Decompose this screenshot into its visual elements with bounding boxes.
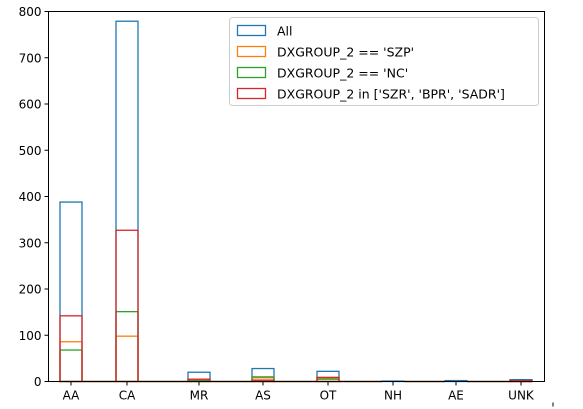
bar [115, 229, 139, 383]
x-tick-label: NH [384, 389, 402, 403]
bar [59, 315, 83, 383]
legend-box [229, 17, 539, 106]
y-tick-label: 700 [19, 51, 42, 65]
x-tick-label: AE [448, 389, 464, 403]
bar [115, 335, 139, 383]
series-group [59, 335, 533, 383]
y-tick-label: 300 [19, 236, 42, 250]
legend-swatch [236, 87, 267, 100]
y-tick-label: 100 [19, 329, 42, 343]
x-tick-label: AS [255, 389, 271, 403]
legend-label: All [277, 24, 293, 39]
y-tick-label: 400 [19, 190, 42, 204]
y-tick-label: 200 [19, 283, 42, 297]
y-tick-label: 500 [19, 144, 42, 158]
x-tick-label: UNK [508, 389, 535, 403]
legend-swatch [236, 24, 267, 37]
x-tick-label: CA [119, 389, 136, 403]
legend-label: DXGROUP_2 == 'SZP' [277, 45, 414, 60]
legend-label: DXGROUP_2 in ['SZR', 'BPR', 'SADR'] [277, 87, 505, 102]
y-axis: 0 100 200 300 400 500 600 700 800 [19, 5, 49, 389]
series-group [59, 311, 533, 383]
bar [59, 341, 83, 383]
legend: All DXGROUP_2 == 'SZP' DXGROUP_2 == 'NC' DX… [229, 17, 539, 106]
bar [316, 370, 340, 383]
x-tick-label: MR [190, 389, 209, 403]
legend-label: DXGROUP_2 == 'NC' [277, 66, 408, 81]
y-tick-label: 600 [19, 98, 42, 112]
legend-swatch [236, 45, 267, 58]
x-axis: AA CA MR AS OT NH AE UNK [63, 381, 554, 407]
bar [115, 311, 139, 383]
bar [115, 20, 139, 383]
x-tick-label: AA [63, 389, 81, 403]
bar [59, 349, 83, 383]
legend-swatch [236, 66, 267, 79]
y-tick-label: 800 [19, 5, 42, 19]
y-tick-label: 0 [34, 375, 42, 389]
x-tick-label: OT [320, 389, 337, 403]
series-group [59, 229, 533, 383]
bar [59, 201, 83, 383]
